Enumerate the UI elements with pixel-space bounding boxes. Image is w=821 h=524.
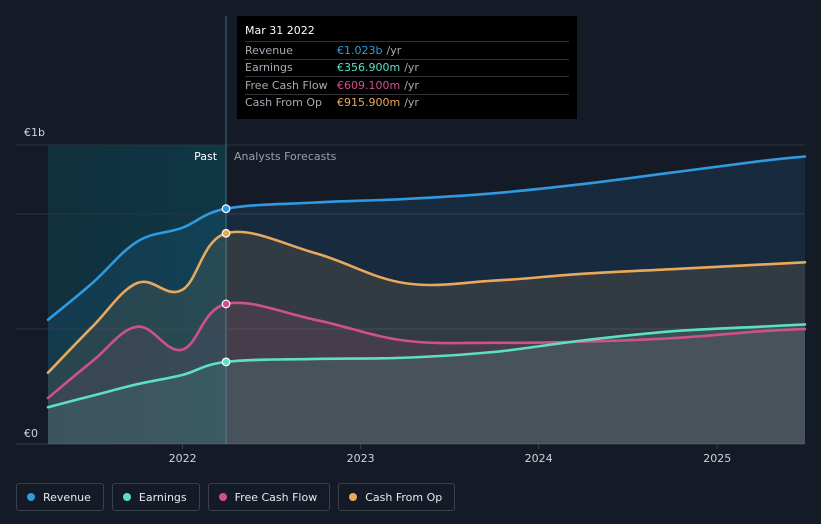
line-revenue	[46, 155, 807, 322]
legend-label: Revenue	[43, 490, 91, 504]
area-earnings-past	[48, 361, 227, 444]
tooltip-row-earnings: Earnings €356.900m /yr	[245, 58, 569, 77]
area-free-cash-flow-past	[48, 303, 227, 444]
area-earnings-forecast	[226, 324, 805, 444]
x-tick-label: 2022	[169, 452, 197, 465]
tooltip-value: €915.900m	[337, 96, 401, 110]
point-revenue	[221, 204, 231, 214]
line-cash-from-op	[46, 230, 807, 374]
past-label: Past	[194, 150, 218, 163]
tooltip-label: Revenue	[245, 43, 293, 57]
legend-dot-icon	[122, 493, 131, 501]
point-earnings	[221, 357, 231, 367]
tooltip-row-free-cash-flow: Free Cash Flow €609.100m /yr	[245, 76, 569, 94]
legend: Revenue Earnings Free Cash Flow Cash Fro…	[16, 483, 456, 511]
x-tick-label: 2024	[525, 452, 553, 465]
tooltip-value: €356.900m	[337, 61, 401, 75]
tooltip-value: €609.100m	[337, 78, 401, 92]
y-tick-label: €0	[24, 427, 38, 440]
point-cash-from-op	[221, 228, 231, 238]
tooltip-label: Earnings	[245, 61, 293, 75]
legend-label: Earnings	[138, 490, 187, 504]
area-free-cash-flow-forecast	[226, 302, 805, 444]
legend-item-revenue[interactable]: Revenue	[16, 483, 104, 511]
tooltip-label: Free Cash Flow	[245, 78, 328, 92]
legend-dot-icon	[218, 493, 227, 501]
x-tick-label: 2025	[703, 452, 731, 465]
legend-item-earnings[interactable]: Earnings	[111, 483, 200, 511]
tooltip-unit: /yr	[404, 96, 419, 110]
legend-item-free-cash-flow[interactable]: Free Cash Flow	[207, 483, 331, 511]
forecast-label: Analysts Forecasts	[234, 150, 337, 163]
area-revenue-forecast	[226, 156, 805, 444]
tooltip-row-cash-from-op: Cash From Op €915.900m /yr	[245, 93, 569, 112]
tooltip-value: €1.023b	[337, 43, 383, 57]
tooltip-unit: /yr	[386, 43, 402, 57]
line-earnings	[46, 323, 807, 409]
y-tick-label: €1b	[24, 126, 45, 139]
tooltip-date: Mar 31 2022	[245, 24, 315, 37]
x-tick-label: 2023	[347, 452, 375, 465]
point-free-cash-flow	[221, 299, 231, 309]
legend-item-cash-from-op[interactable]: Cash From Op	[338, 483, 456, 511]
area-cash-from-op-forecast	[226, 231, 805, 444]
legend-dot-icon	[27, 493, 35, 501]
legend-dot-icon	[349, 493, 358, 501]
tooltip-label: Cash From Op	[245, 96, 323, 110]
legend-label: Free Cash Flow	[234, 490, 318, 504]
tooltip-row-revenue: Revenue €1.023b /yr	[245, 41, 569, 59]
line-free-cash-flow	[46, 301, 807, 400]
legend-label: Cash From Op	[365, 490, 443, 504]
area-cash-from-op-past	[48, 233, 227, 444]
tooltip-unit: /yr	[404, 61, 419, 75]
tooltip: Mar 31 2022 Revenue €1.023b /yr Earnings…	[237, 16, 577, 119]
tooltip-unit: /yr	[404, 78, 419, 92]
